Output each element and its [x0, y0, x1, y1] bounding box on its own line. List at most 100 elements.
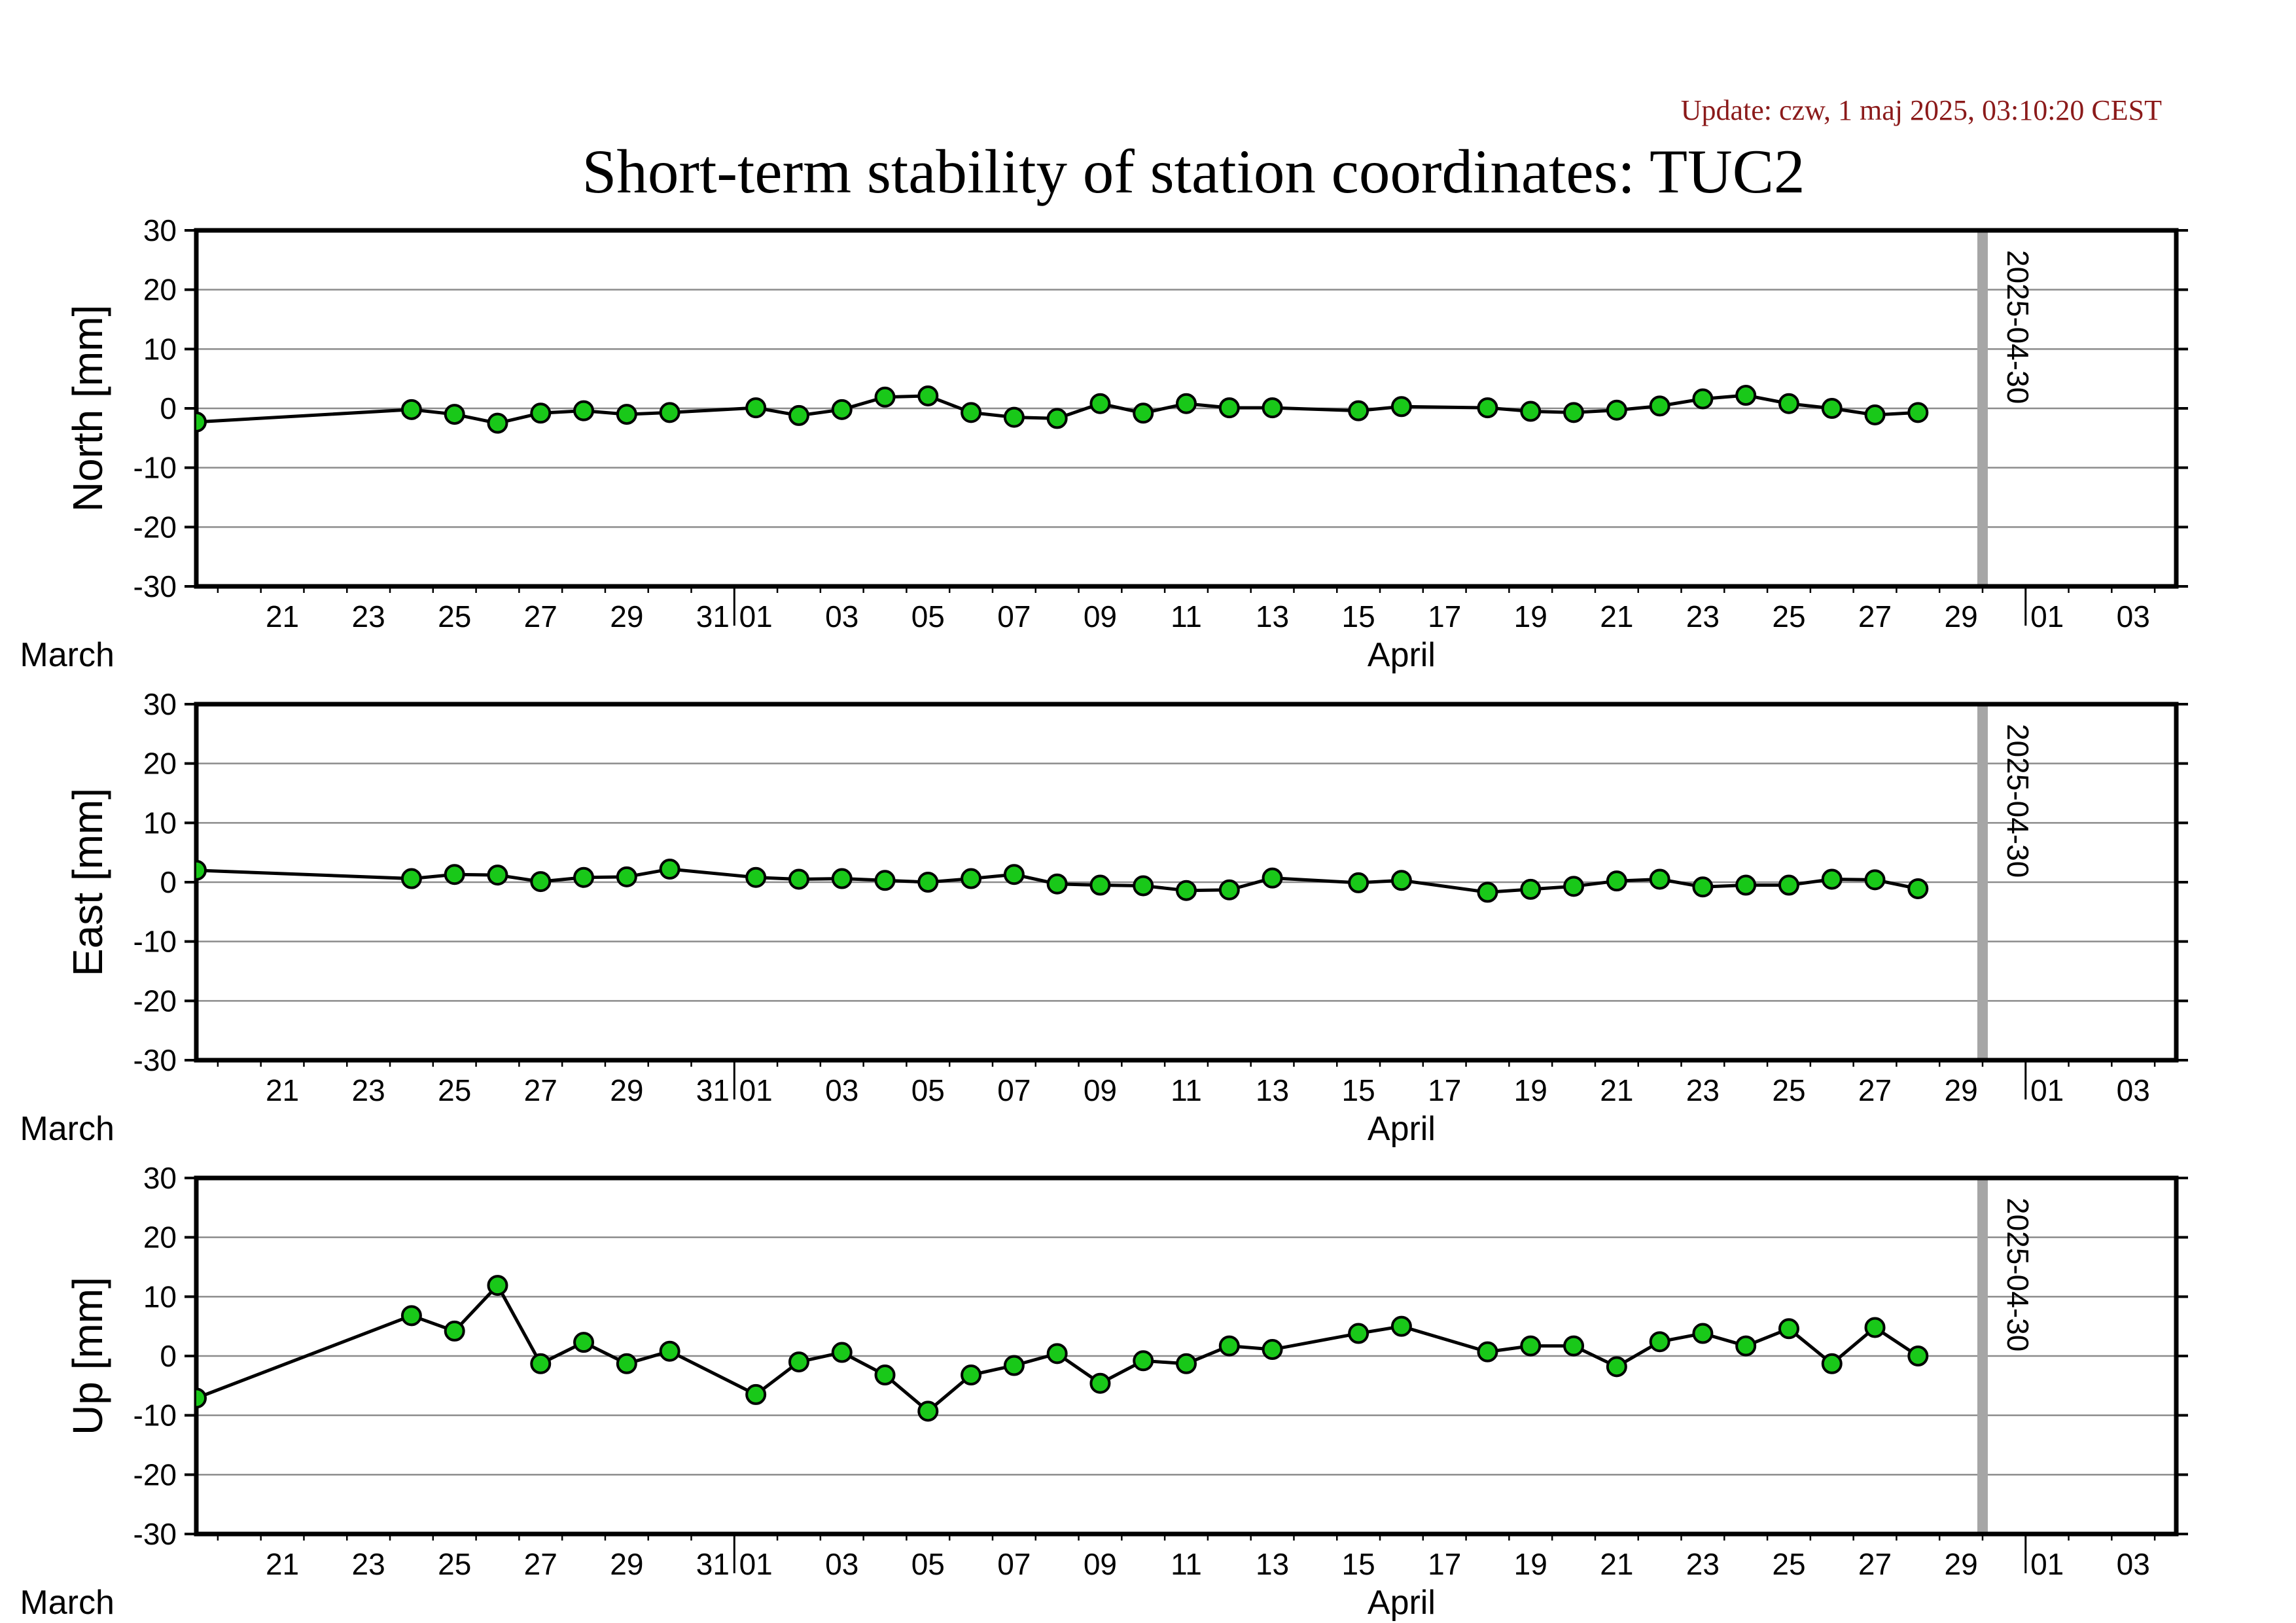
data-point	[1262, 397, 1283, 419]
data-point	[659, 402, 680, 423]
x-tick-label: 09	[1084, 1073, 1117, 1107]
x-tick-label: 27	[524, 599, 557, 633]
markers	[196, 859, 1929, 903]
data-point	[1046, 1343, 1068, 1364]
data-point	[1563, 402, 1585, 423]
data-point	[1390, 1315, 1412, 1337]
data-point	[400, 399, 422, 420]
data-point	[788, 868, 809, 890]
series-line	[196, 867, 1918, 894]
data-point	[444, 404, 465, 425]
x-tick-label: 01	[2030, 1073, 2064, 1107]
x-tick-label: 27	[1858, 1547, 1892, 1581]
data-point	[1348, 400, 1369, 421]
data-point	[530, 871, 552, 893]
y-tick-label: 30	[143, 1161, 177, 1195]
data-point	[874, 1364, 896, 1386]
data-point	[1477, 397, 1498, 419]
data-point	[1778, 1318, 1799, 1340]
x-tick-label: 07	[997, 1547, 1031, 1581]
data-point	[788, 404, 809, 426]
x-tick-label: 09	[1084, 1547, 1117, 1581]
x-tick-label: 25	[438, 599, 471, 633]
data-point	[1907, 1346, 1929, 1366]
data-point	[400, 868, 422, 889]
data-point	[1692, 876, 1714, 898]
x-tick-label: 07	[997, 599, 1031, 633]
y-tick-label: 10	[143, 332, 177, 366]
x-tick-label: 23	[352, 1547, 385, 1581]
x-month-label: April	[1368, 1110, 1436, 1148]
y-tick-label: -30	[133, 569, 177, 603]
y-tick-label: 30	[143, 687, 177, 721]
y-tick-label: -20	[133, 1457, 177, 1491]
data-point	[961, 402, 982, 423]
data-point	[745, 866, 767, 888]
data-point	[874, 386, 896, 408]
data-point	[1821, 1353, 1843, 1374]
data-point	[1520, 878, 1542, 900]
y-tick-label: -20	[133, 510, 177, 544]
data-point	[616, 866, 637, 887]
data-point	[530, 1353, 552, 1374]
data-point	[1606, 399, 1627, 421]
data-point	[616, 404, 637, 425]
data-point	[831, 1342, 853, 1363]
y-tick-label: 20	[143, 273, 177, 307]
data-point	[961, 868, 982, 889]
data-point	[1477, 1341, 1498, 1363]
data-point	[1864, 869, 1886, 891]
data-point	[1176, 393, 1197, 414]
x-tick-label: 25	[438, 1547, 471, 1581]
data-point	[487, 1275, 508, 1296]
data-point	[917, 872, 939, 893]
x-tick-label: 21	[1600, 1073, 1633, 1107]
data-point	[1348, 872, 1369, 893]
data-point	[1692, 388, 1714, 410]
x-tick-label: 03	[825, 1547, 858, 1581]
x-tick-label: 05	[911, 1547, 945, 1581]
y-tick-label: -20	[133, 984, 177, 1018]
data-point	[1046, 408, 1068, 429]
data-point	[1262, 1339, 1283, 1361]
data-point	[1778, 874, 1799, 896]
data-point	[1176, 880, 1197, 901]
data-point	[196, 411, 207, 433]
x-tick-label: 29	[1945, 599, 1978, 633]
x-tick-label: 29	[1945, 1073, 1978, 1107]
update-timestamp: Update: czw, 1 maj 2025, 03:10:20 CEST	[1681, 94, 2162, 126]
data-point	[1003, 864, 1025, 885]
x-month-label: March	[20, 1584, 114, 1622]
y-tick-label: 20	[143, 1221, 177, 1255]
data-point	[961, 1364, 982, 1386]
x-tick-label: 01	[2030, 599, 2064, 633]
x-tick-label: 15	[1342, 1547, 1375, 1581]
x-tick-label: 09	[1084, 599, 1117, 633]
x-tick-label: 19	[1514, 1547, 1547, 1581]
x-tick-label: 25	[1772, 599, 1805, 633]
y-tick-label: 0	[160, 391, 177, 425]
data-point	[400, 1305, 422, 1327]
x-tick-label: 13	[1256, 599, 1289, 633]
reference-line-label: 2025-04-30	[2001, 1198, 2035, 1351]
x-tick-label: 31	[696, 1073, 730, 1107]
series-line	[196, 1282, 1919, 1414]
x-tick-label: 19	[1514, 1073, 1547, 1107]
data-point	[745, 397, 767, 419]
x-tick-label: 27	[524, 1547, 557, 1581]
data-point	[1520, 1335, 1542, 1357]
x-tick-label: 27	[524, 1073, 557, 1107]
data-point	[573, 400, 595, 421]
x-month-label: April	[1368, 1584, 1436, 1622]
x-tick-label: 13	[1256, 1547, 1289, 1581]
data-point	[1520, 401, 1542, 422]
x-tick-label: 29	[610, 599, 643, 633]
data-point	[1477, 882, 1498, 903]
data-point	[874, 870, 896, 891]
markers	[196, 385, 1929, 434]
x-tick-label: 29	[610, 1073, 643, 1107]
y-tick-label: -10	[133, 925, 177, 959]
data-point	[1176, 1353, 1197, 1374]
data-point	[1089, 393, 1111, 414]
